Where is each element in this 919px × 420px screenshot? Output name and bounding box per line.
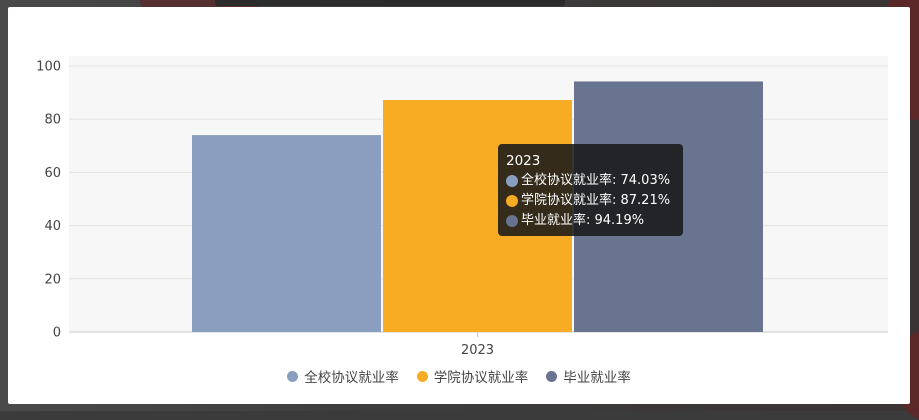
y-tick-label: 80 bbox=[44, 113, 61, 128]
chart-card: 0 20 40 60 80 100 2023 2023 全校协议就业率: 74.03% 学院… bbox=[8, 7, 910, 404]
legend-item-school[interactable]: 全校协议就业率 bbox=[287, 366, 399, 386]
bar-1 bbox=[192, 135, 381, 332]
y-tick-label: 60 bbox=[44, 166, 61, 181]
tooltip-row: 毕业就业率: 94.19% bbox=[506, 211, 675, 231]
chart-legend: 全校协议就业率 学院协议就业率 毕业就业率 bbox=[8, 365, 910, 387]
bar-chart: 0 20 40 60 80 100 2023 bbox=[36, 56, 888, 358]
y-tick-label: 20 bbox=[44, 272, 61, 287]
tooltip-row-label: 全校协议就业率: 74.03% bbox=[521, 173, 671, 188]
legend-label: 学院协议就业率 bbox=[433, 370, 529, 386]
series-dot-icon bbox=[506, 195, 518, 207]
tooltip-row: 学院协议就业率: 87.21% bbox=[506, 191, 675, 211]
legend-label: 全校协议就业率 bbox=[304, 370, 399, 386]
legend-dot-icon bbox=[416, 370, 428, 382]
tooltip-row-label: 学院协议就业率: 87.21% bbox=[521, 193, 671, 208]
y-tick-label: 100 bbox=[36, 60, 61, 75]
chart-tooltip: 2023 全校协议就业率: 74.03% 学院协议就业率: 87.21% 毕业就… bbox=[498, 144, 683, 236]
tooltip-row: 全校协议就业率: 74.03% bbox=[506, 171, 675, 191]
series-dot-icon bbox=[506, 215, 518, 227]
y-tick-label: 0 bbox=[53, 326, 61, 341]
legend-label: 毕业就业率 bbox=[563, 370, 631, 386]
tooltip-row-label: 毕业就业率: 94.19% bbox=[521, 213, 645, 228]
y-tick-label: 40 bbox=[44, 219, 61, 234]
tooltip-title: 2023 bbox=[506, 153, 541, 169]
legend-dot-icon bbox=[546, 370, 558, 382]
background-header bbox=[215, 0, 565, 6]
x-tick-label: 2023 bbox=[461, 343, 494, 358]
legend-item-graduate[interactable]: 毕业就业率 bbox=[546, 366, 631, 386]
legend-item-college[interactable]: 学院协议就业率 bbox=[416, 366, 529, 386]
legend-dot-icon bbox=[287, 370, 299, 382]
series-dot-icon bbox=[506, 175, 518, 187]
